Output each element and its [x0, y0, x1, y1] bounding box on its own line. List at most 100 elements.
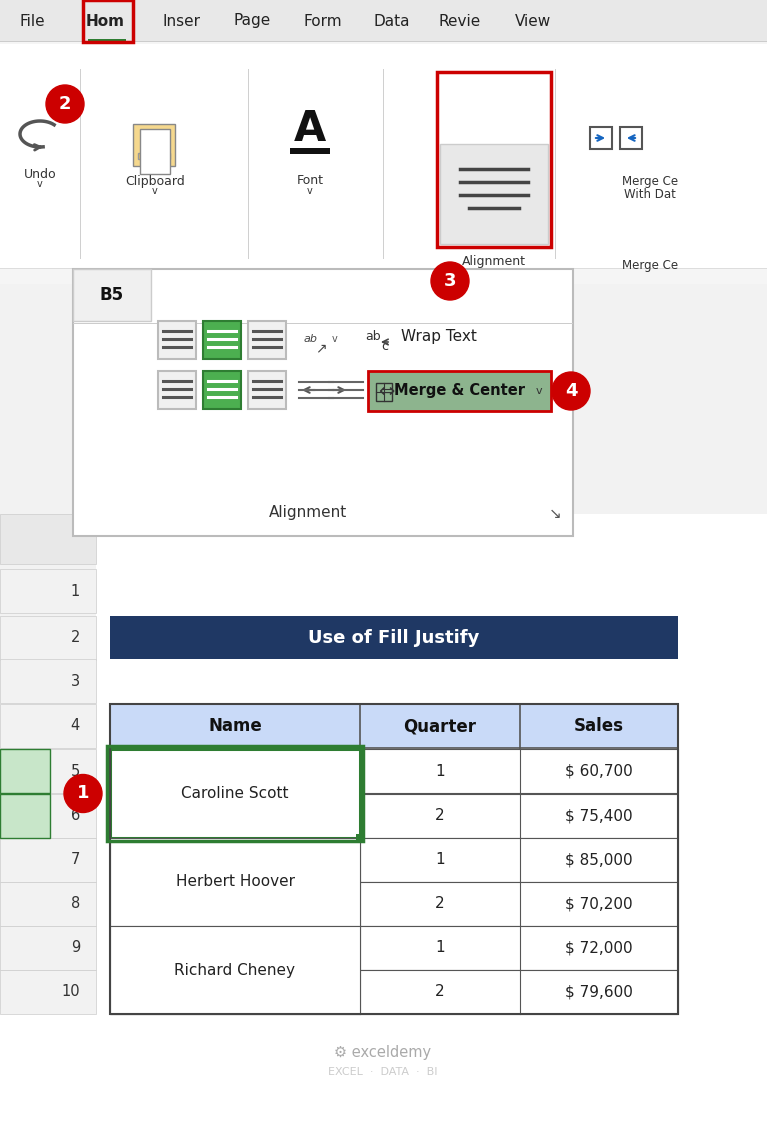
Bar: [290, 148, 330, 154]
Circle shape: [64, 774, 102, 813]
Bar: [356, 834, 364, 842]
Bar: [138, 153, 170, 158]
Text: v: v: [332, 334, 338, 344]
Text: View: View: [515, 13, 551, 28]
Bar: [110, 839, 360, 926]
Text: $ 75,400: $ 75,400: [565, 808, 633, 824]
Text: With Dat: With Dat: [624, 188, 676, 200]
Circle shape: [552, 372, 590, 410]
Text: 2: 2: [435, 897, 445, 912]
Bar: [0, 659, 96, 702]
Bar: [620, 127, 642, 149]
Text: File: File: [19, 13, 44, 28]
Text: Richard Cheney: Richard Cheney: [175, 962, 295, 978]
Text: Merge Ce: Merge Ce: [622, 174, 678, 188]
Bar: [73, 269, 151, 321]
Bar: [133, 124, 175, 166]
Text: Hom: Hom: [85, 13, 124, 28]
Text: 1: 1: [435, 763, 445, 779]
Bar: [440, 144, 548, 244]
Bar: [383, 69, 384, 259]
Bar: [0, 616, 96, 660]
Bar: [110, 839, 678, 882]
Text: v: v: [535, 386, 542, 396]
Text: Use of Fill Justify: Use of Fill Justify: [308, 629, 479, 647]
Text: 9: 9: [71, 941, 80, 955]
Text: Undo: Undo: [24, 167, 56, 181]
Bar: [0, 704, 96, 747]
Bar: [248, 321, 286, 359]
Bar: [368, 371, 551, 411]
Text: Herbert Hoover: Herbert Hoover: [176, 874, 295, 889]
Bar: [73, 269, 573, 536]
Text: 5: 5: [71, 763, 80, 779]
Text: Form: Form: [304, 13, 342, 28]
Text: $ 85,000: $ 85,000: [565, 852, 633, 868]
Bar: [110, 926, 678, 970]
Circle shape: [431, 262, 469, 300]
Bar: [590, 127, 612, 149]
Text: 3: 3: [444, 272, 456, 290]
Bar: [110, 659, 678, 702]
Text: B5: B5: [100, 285, 124, 303]
Text: Font: Font: [297, 174, 324, 188]
Bar: [158, 321, 196, 359]
Text: Merge & Center: Merge & Center: [394, 383, 525, 399]
Text: ↘: ↘: [548, 507, 561, 522]
Bar: [88, 39, 126, 42]
Bar: [0, 749, 50, 794]
Text: 8: 8: [71, 897, 80, 912]
Bar: [110, 970, 678, 1014]
Text: c: c: [381, 341, 389, 354]
Text: 4: 4: [71, 718, 80, 734]
Bar: [0, 1009, 767, 1124]
Text: 7: 7: [71, 852, 80, 868]
Text: ⇔: ⇔: [378, 381, 394, 400]
Text: ab: ab: [304, 334, 318, 344]
Bar: [555, 69, 556, 259]
Text: 1: 1: [77, 785, 89, 803]
Bar: [0, 44, 767, 269]
Bar: [248, 69, 249, 259]
Text: 1: 1: [71, 583, 80, 598]
Bar: [0, 970, 96, 1014]
Bar: [0, 794, 50, 839]
Text: 1: 1: [435, 941, 445, 955]
Bar: [0, 514, 767, 1124]
Text: v: v: [491, 266, 497, 277]
Text: Data: Data: [374, 13, 410, 28]
Bar: [0, 514, 96, 564]
Bar: [0, 794, 96, 839]
Bar: [0, 0, 767, 42]
Text: Alignment: Alignment: [462, 254, 526, 268]
Bar: [80, 69, 81, 259]
Bar: [110, 704, 678, 1014]
Text: v: v: [152, 185, 158, 196]
Text: v: v: [37, 179, 43, 189]
Bar: [110, 926, 360, 1014]
Bar: [0, 839, 96, 882]
Text: ab: ab: [365, 330, 380, 344]
Bar: [110, 616, 678, 660]
Text: $ 79,600: $ 79,600: [565, 985, 633, 999]
Text: ⚙ exceldemy: ⚙ exceldemy: [334, 1044, 432, 1060]
Bar: [158, 371, 196, 409]
Text: Alignment: Alignment: [269, 505, 347, 519]
Text: 10: 10: [61, 985, 80, 999]
Bar: [0, 0, 767, 284]
Bar: [140, 129, 170, 174]
Bar: [0, 44, 767, 269]
Text: Sales: Sales: [574, 717, 624, 735]
Text: 6: 6: [71, 808, 80, 824]
Text: 2: 2: [435, 808, 445, 824]
Text: v: v: [307, 185, 313, 196]
Text: 2: 2: [435, 985, 445, 999]
Text: 2: 2: [71, 631, 80, 645]
Bar: [110, 749, 360, 839]
Bar: [203, 371, 241, 409]
Text: Caroline Scott: Caroline Scott: [181, 786, 288, 801]
Text: 2: 2: [59, 96, 71, 114]
Text: $ 72,000: $ 72,000: [565, 941, 633, 955]
Bar: [376, 383, 392, 401]
Text: 3: 3: [71, 673, 80, 689]
